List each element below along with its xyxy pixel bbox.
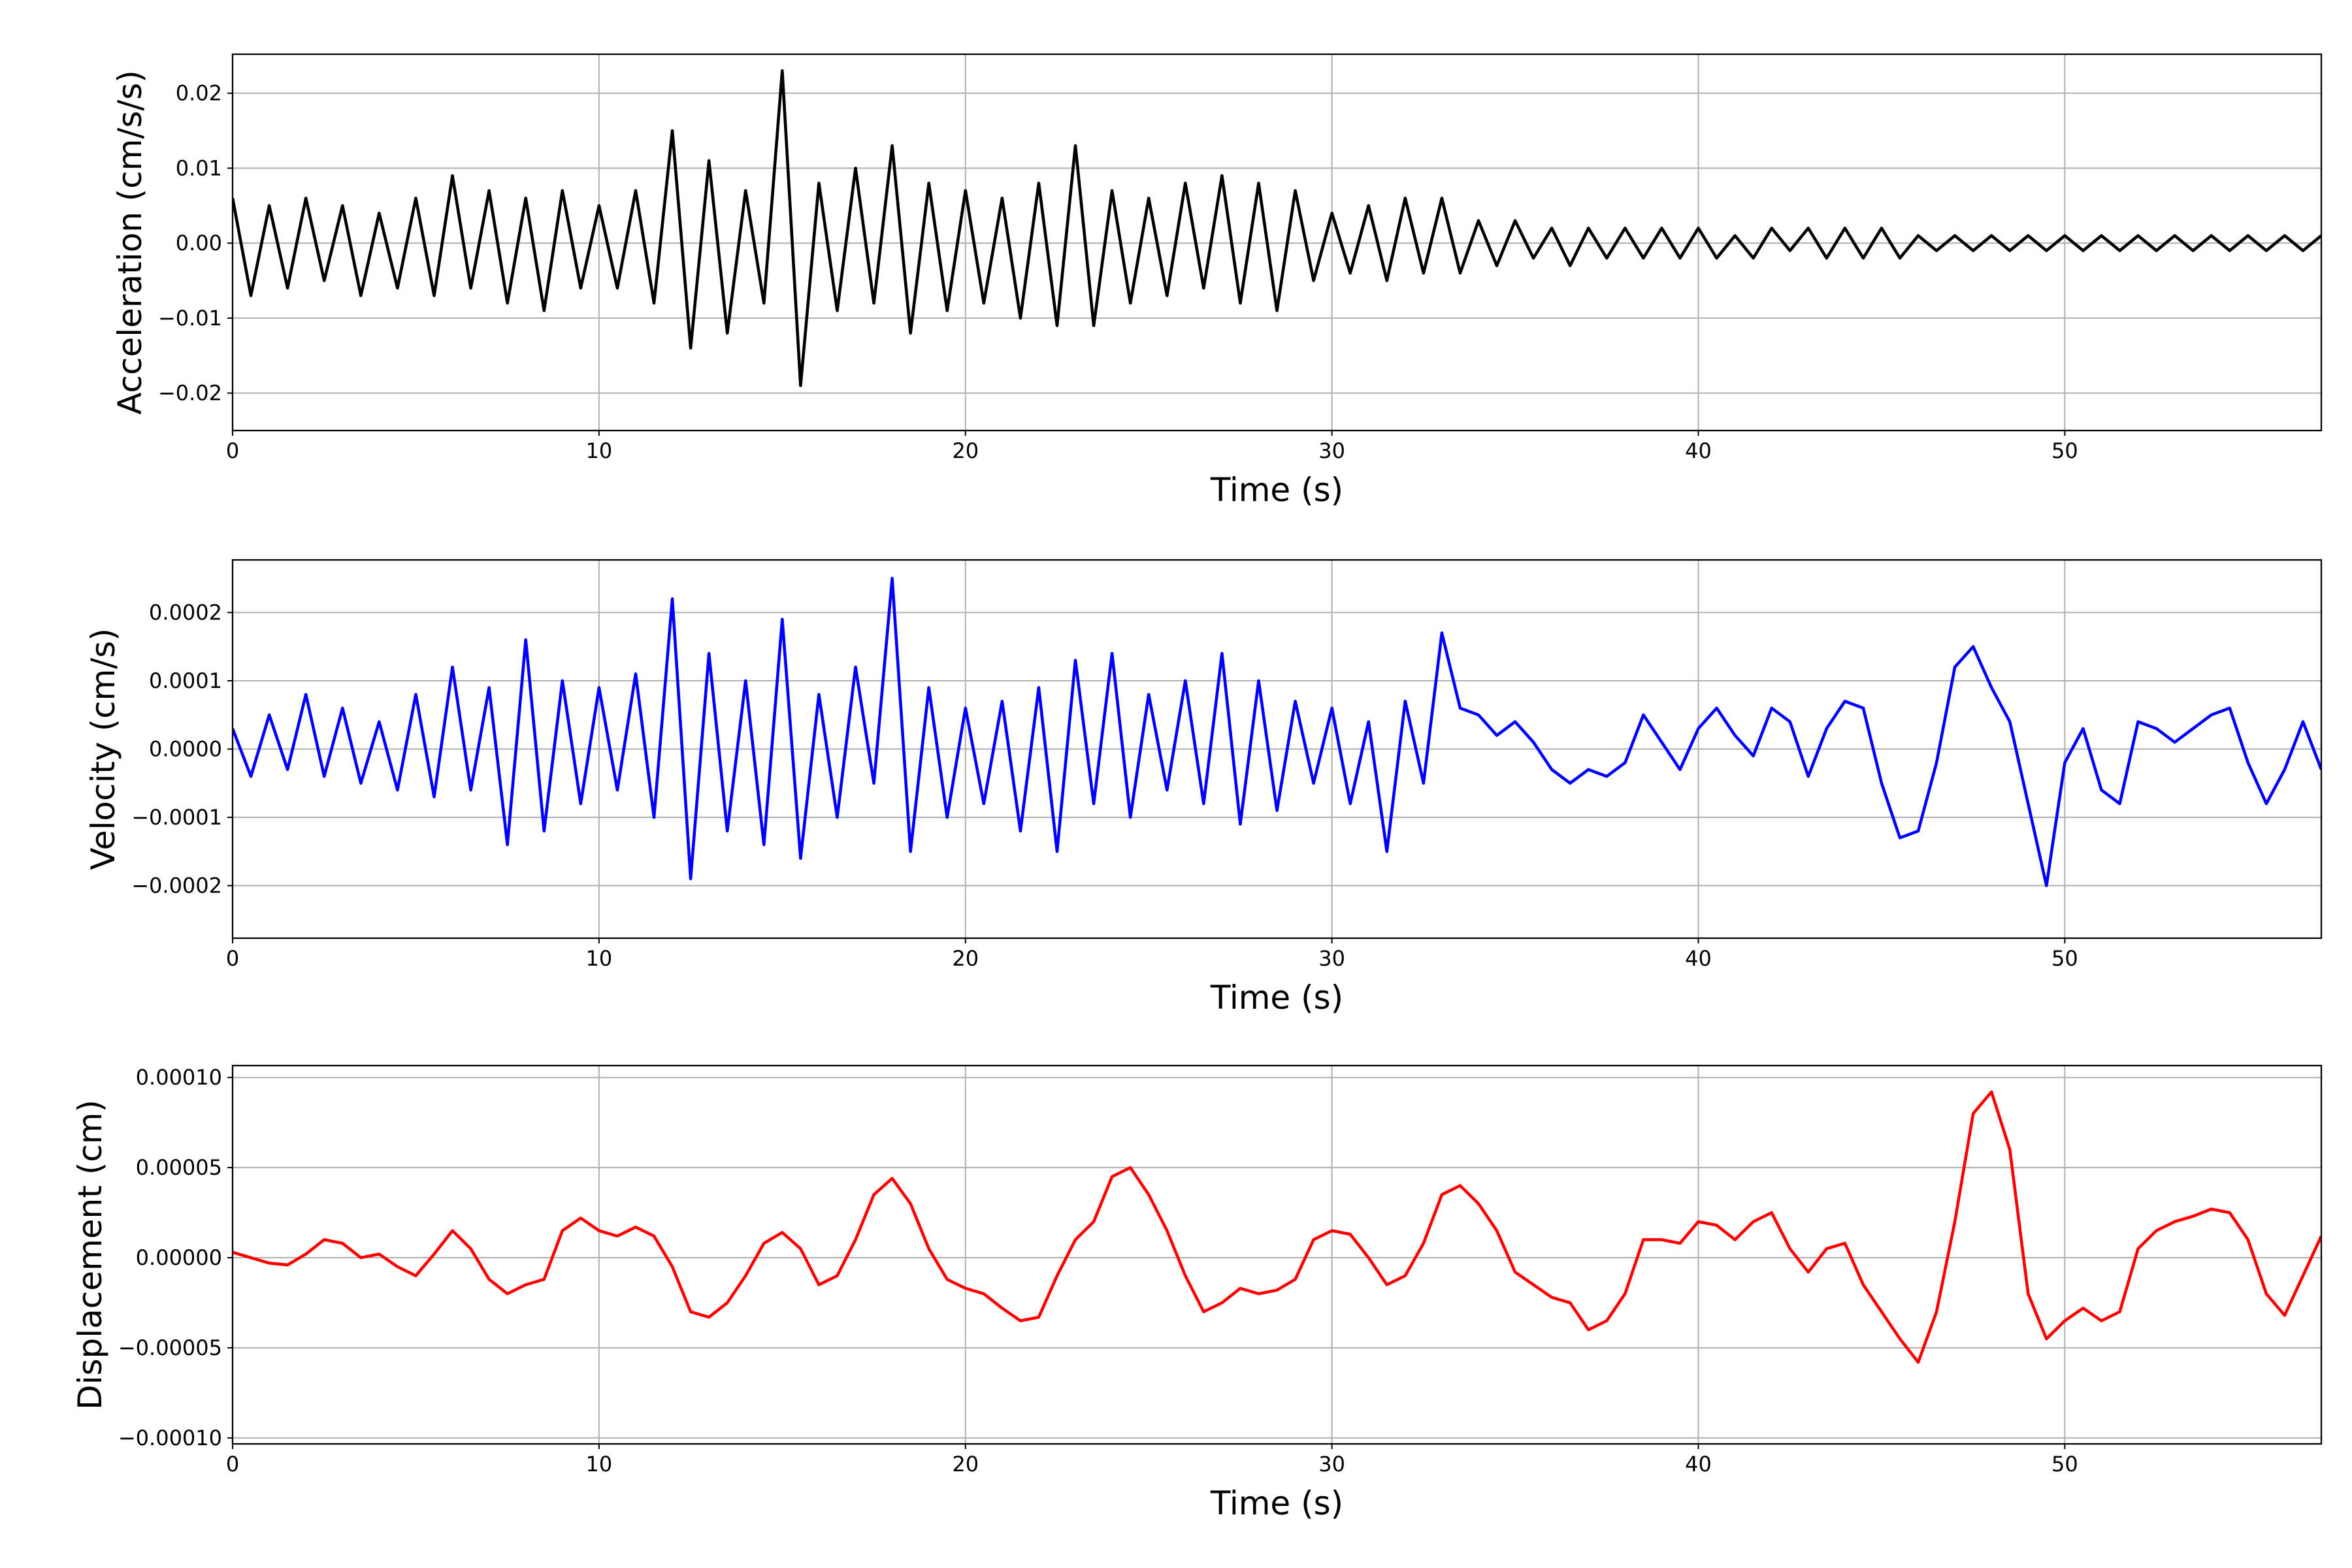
- plot-area: [233, 1090, 2321, 1364]
- subplot: 0 10 20 30 40 50 −0.02 −0.01 0.00 0.01 0.02 Time (s…: [111, 53, 2323, 509]
- plot-area: [233, 69, 2321, 387]
- y-tick-label: −0.0001: [131, 805, 222, 830]
- y-tick-label: 0.00000: [136, 1245, 222, 1270]
- data-line: [233, 1090, 2321, 1364]
- y-tick-label: 0.0000: [149, 737, 222, 762]
- y-tick-label: 0.01: [176, 155, 222, 180]
- y-tick-label: −0.02: [158, 381, 222, 406]
- y-axis-label: Acceleration (cm/s/s): [111, 70, 149, 415]
- y-tick-label: 0.00005: [136, 1155, 222, 1180]
- x-tick-label: 10: [586, 1452, 613, 1477]
- axes-frame: [231, 53, 2323, 432]
- plot-area: [233, 576, 2321, 887]
- x-axis-label: Time (s): [1210, 979, 1343, 1017]
- x-tick-label: 40: [1685, 438, 1712, 463]
- x-tick-label: 30: [1318, 438, 1345, 463]
- x-tick-label: 40: [1685, 1452, 1712, 1477]
- x-tick-label: 0: [226, 946, 239, 971]
- axes-frame: [231, 1064, 2323, 1445]
- y-tick-label: −0.00010: [118, 1426, 222, 1450]
- x-tick-label: 30: [1318, 946, 1345, 971]
- x-tick-label: 0: [226, 1452, 239, 1477]
- y-tick-label: −0.00005: [118, 1335, 222, 1360]
- subplot: 0 10 20 30 40 50 −0.00010 −0.00005 0.00000 0.0000…: [71, 1064, 2323, 1522]
- y-axis-label: Displacement (cm): [71, 1100, 109, 1410]
- x-tick-label: 0: [226, 438, 239, 463]
- x-tick-label: 10: [586, 946, 613, 971]
- x-tick-label: 10: [586, 438, 613, 463]
- y-axis-label: Velocity (cm/s): [84, 628, 122, 870]
- y-tick-label: 0.00010: [136, 1065, 222, 1090]
- x-tick-label: 50: [2051, 946, 2078, 971]
- axes-frame: [231, 559, 2323, 939]
- x-axis-label: Time (s): [1210, 471, 1343, 509]
- x-tick-label: 20: [952, 946, 979, 971]
- x-tick-label: 20: [952, 438, 979, 463]
- y-tick-label: 0.02: [176, 81, 222, 106]
- data-line: [233, 69, 2321, 387]
- x-tick-label: 20: [952, 1452, 979, 1477]
- x-tick-label: 50: [2051, 438, 2078, 463]
- x-tick-label: 30: [1318, 1452, 1345, 1477]
- x-tick-label: 50: [2051, 1452, 2078, 1477]
- y-tick-label: −0.01: [158, 306, 222, 331]
- x-tick-label: 40: [1685, 946, 1712, 971]
- y-tick-label: 0.00: [176, 231, 222, 255]
- y-tick-label: 0.0002: [149, 600, 222, 625]
- y-tick-label: −0.0002: [131, 874, 222, 898]
- data-line: [233, 576, 2321, 887]
- y-tick-label: 0.0001: [149, 668, 222, 693]
- x-axis-label: Time (s): [1210, 1484, 1343, 1522]
- subplot: 0 10 20 30 40 50 −0.0002 −0.0001 0.0000 0.0001 0.0…: [84, 559, 2323, 1017]
